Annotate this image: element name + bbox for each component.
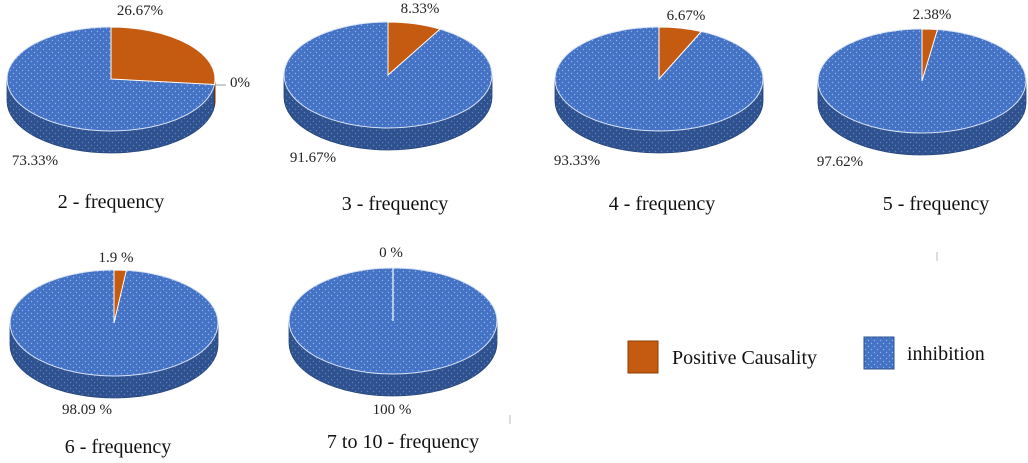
data-label-inhibition: 93.33% bbox=[554, 153, 600, 169]
data-label-positive-causality: 26.67% bbox=[117, 3, 163, 19]
data-label-positive-causality: 2.38% bbox=[913, 7, 952, 23]
data-label-inhibition: 100 % bbox=[373, 402, 412, 418]
data-label-positive-causality: 6.67% bbox=[667, 8, 706, 24]
pie-chart: 26.67% 73.33% 0% 2 - frequency bbox=[6, 3, 250, 213]
pie-caption: 6 - frequency bbox=[65, 436, 172, 458]
pie-caption: 2 - frequency bbox=[58, 191, 165, 213]
pie-chart: 1.9 % 98.09 % 6 - frequency bbox=[9, 250, 219, 458]
data-label-inhibition: 98.09 % bbox=[62, 402, 112, 418]
pie-caption: 5 - frequency bbox=[883, 193, 990, 215]
pie-chart: 2.38% 97.62% 5 - frequency bbox=[817, 7, 1027, 215]
data-label-inhibition: 91.67% bbox=[290, 150, 336, 166]
pie-slice-positive-causality bbox=[110, 26, 216, 85]
pie-chart: 8.33% 91.67% 3 - frequency bbox=[283, 1, 493, 215]
pie-slice-positive-causality bbox=[658, 26, 703, 81]
pie-caption: 7 to 10 - frequency bbox=[327, 431, 479, 453]
pie-chart: 6.67% 93.33% 4 - frequency bbox=[554, 8, 764, 215]
legend-label-positive-causality: Positive Causality bbox=[672, 347, 817, 369]
data-label-positive-causality: 8.33% bbox=[401, 1, 440, 17]
data-label-extra: 0% bbox=[230, 75, 250, 91]
legend-swatch-positive-causality bbox=[627, 340, 659, 374]
pie-slice-positive-causality bbox=[921, 28, 939, 82]
pie-caption: 4 - frequency bbox=[609, 193, 716, 215]
pie-slice-positive-causality bbox=[113, 269, 128, 324]
pie-slice-positive-causality bbox=[387, 21, 441, 77]
legend-label-inhibition: inhibition bbox=[907, 343, 985, 365]
legend: Positive Causality inhibition bbox=[627, 336, 985, 374]
data-label-positive-causality: 1.9 % bbox=[99, 250, 134, 266]
data-label-inhibition: 97.62% bbox=[817, 154, 863, 170]
pie-chart: 0 % 100 % 7 to 10 - frequency bbox=[288, 245, 498, 453]
pie-caption: 3 - frequency bbox=[342, 193, 449, 215]
legend-swatch-inhibition bbox=[863, 336, 895, 370]
data-label-inhibition: 73.33% bbox=[12, 153, 58, 169]
data-label-positive-causality: 0 % bbox=[379, 245, 403, 261]
